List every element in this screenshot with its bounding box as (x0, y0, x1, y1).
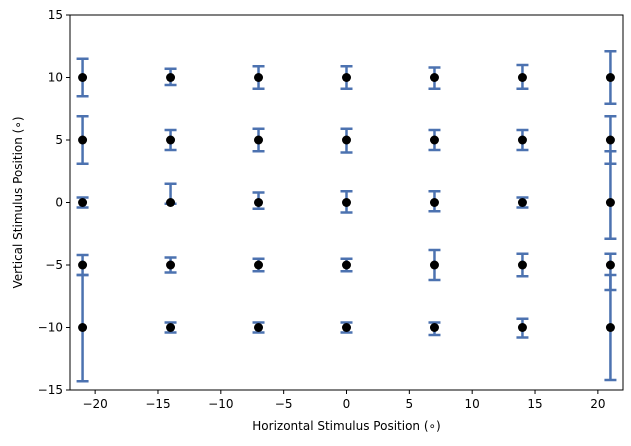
data-point (254, 73, 264, 82)
data-point (254, 323, 264, 332)
x-tick-label: −10 (208, 397, 233, 411)
data-point (78, 73, 88, 82)
data-point (166, 323, 176, 332)
data-point (517, 198, 527, 207)
data-point (517, 323, 527, 332)
data-point (517, 260, 527, 270)
y-tick-label: 0 (55, 196, 63, 210)
data-point (605, 323, 615, 332)
data-point (78, 198, 88, 207)
x-axis-label: Horizontal Stimulus Position (∘) (252, 419, 440, 433)
data-point (429, 198, 439, 207)
data-point (605, 260, 615, 270)
data-point (429, 135, 439, 145)
data-point (605, 135, 615, 145)
data-point (78, 323, 88, 332)
y-tick-label: 15 (48, 8, 63, 22)
data-point (166, 260, 176, 270)
data-point (342, 135, 351, 145)
data-point (166, 135, 176, 145)
errorbar (604, 150, 617, 240)
y-tick-label: −15 (38, 383, 63, 397)
y-axis-ticks: −15 −10 −5 0 5 10 15 (38, 8, 70, 397)
y-tick-label: −5 (45, 258, 63, 272)
marker-layer (78, 73, 615, 332)
data-point (342, 198, 351, 207)
data-point (254, 260, 264, 270)
x-tick-label: 15 (527, 397, 542, 411)
x-tick-label: −20 (82, 397, 107, 411)
data-point (517, 73, 527, 82)
data-point (342, 323, 351, 332)
x-tick-label: 10 (465, 397, 480, 411)
data-point (254, 135, 264, 145)
data-point (78, 260, 88, 270)
x-axis-ticks: −20 −15 −10 −5 0 5 10 15 20 (82, 390, 606, 411)
y-tick-label: 10 (48, 71, 63, 85)
x-tick-label: −5 (275, 397, 293, 411)
x-tick-label: 5 (406, 397, 414, 411)
data-point (166, 198, 176, 207)
y-tick-label: 5 (55, 133, 63, 147)
data-point (254, 198, 264, 207)
data-point (429, 323, 439, 332)
data-point (517, 135, 527, 145)
x-tick-label: −15 (145, 397, 170, 411)
data-point (78, 135, 88, 145)
y-tick-label: −10 (38, 321, 63, 335)
data-point (605, 198, 615, 207)
data-point (342, 260, 351, 270)
x-tick-label: 0 (343, 397, 351, 411)
data-point (166, 73, 176, 82)
y-axis-label: Vertical Stimulus Position (∘) (11, 116, 25, 288)
data-point (429, 73, 439, 82)
data-point (342, 73, 351, 82)
x-tick-label: 20 (590, 397, 605, 411)
data-point (429, 260, 439, 270)
data-point (605, 73, 615, 82)
